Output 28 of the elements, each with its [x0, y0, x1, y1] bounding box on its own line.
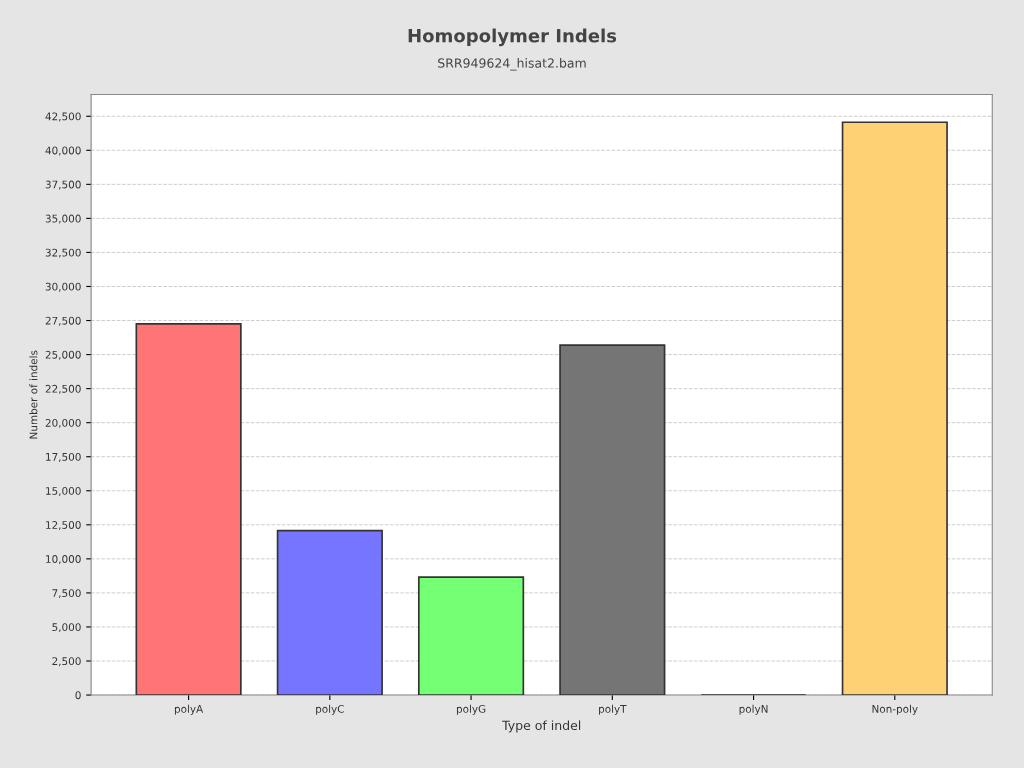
y-tick-label: 12,500	[46, 521, 81, 530]
y-tick-label: 7,500	[52, 589, 81, 599]
y-tick-label: 30,000	[45, 282, 81, 292]
y-tick-label: 27,500	[45, 316, 81, 326]
y-tick-label: 20,000	[45, 418, 81, 428]
y-tick-label: 42,500	[45, 112, 81, 122]
x-tick-label: polyA	[174, 704, 204, 715]
y-tick-label: 5,000	[52, 623, 81, 633]
y-tick-label: 2,500	[52, 657, 81, 667]
y-axis-title: Number of indels	[29, 350, 38, 439]
x-tick-label: polyC	[316, 704, 344, 715]
y-tick-label: 17,500	[46, 452, 81, 462]
y-tick-label: 35,000	[45, 214, 81, 224]
y-tick-label: 0	[75, 691, 81, 700]
y-tick-label: 40,000	[45, 146, 81, 156]
y-tick-label: 15,000	[46, 486, 81, 496]
chart-subtitle: SRR949624_hisat2.bam	[438, 58, 586, 71]
y-tick-label: 37,500	[45, 180, 81, 190]
y-tick-label: 22,500	[45, 384, 81, 394]
y-tick-label: 32,500	[45, 248, 81, 258]
x-tick-label: Non-poly	[872, 704, 918, 715]
y-tick-label: 10,000	[46, 555, 81, 565]
x-tick-label: polyG	[456, 704, 486, 715]
x-tick-label: polyT	[599, 704, 627, 715]
x-axis-title: Type of indel	[502, 720, 581, 733]
chart-title: Homopolymer Indels	[408, 28, 617, 47]
y-tick-label: 25,000	[45, 350, 81, 360]
x-tick-label: polyN	[739, 704, 768, 715]
